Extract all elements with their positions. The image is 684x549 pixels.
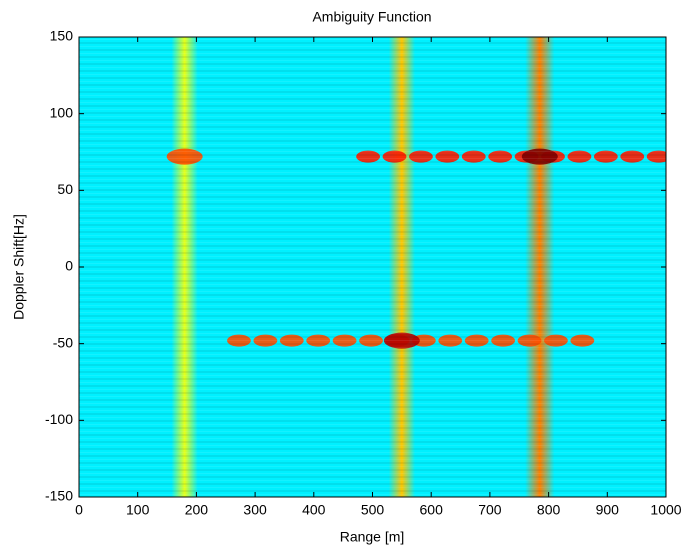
y-tick-label: 100	[50, 104, 74, 120]
x-tick-label: 400	[302, 502, 326, 518]
x-tick-label: 100	[126, 502, 150, 518]
x-axis-label: Range [m]	[340, 529, 405, 545]
x-tick-label: 500	[361, 502, 385, 518]
x-tick-label: 600	[420, 502, 444, 518]
y-tick-label: -150	[45, 488, 73, 504]
y-tick-label: 0	[65, 258, 73, 274]
x-tick-label: 800	[537, 502, 561, 518]
x-tick-label: 1000	[650, 502, 681, 518]
x-tick-label: 0	[75, 502, 83, 518]
y-axis-label: Doppler Shift[Hz]	[11, 214, 27, 320]
x-tick-label: 200	[185, 502, 209, 518]
x-tick-label: 700	[478, 502, 502, 518]
y-tick-label: 50	[57, 181, 73, 197]
texture	[79, 37, 666, 497]
chart-title: Ambiguity Function	[312, 9, 431, 25]
y-tick-label: -100	[45, 411, 73, 427]
x-tick-label: 300	[243, 502, 267, 518]
y-tick-label: 150	[50, 28, 74, 44]
x-tick-label: 900	[596, 502, 620, 518]
y-tick-label: -50	[53, 334, 73, 350]
